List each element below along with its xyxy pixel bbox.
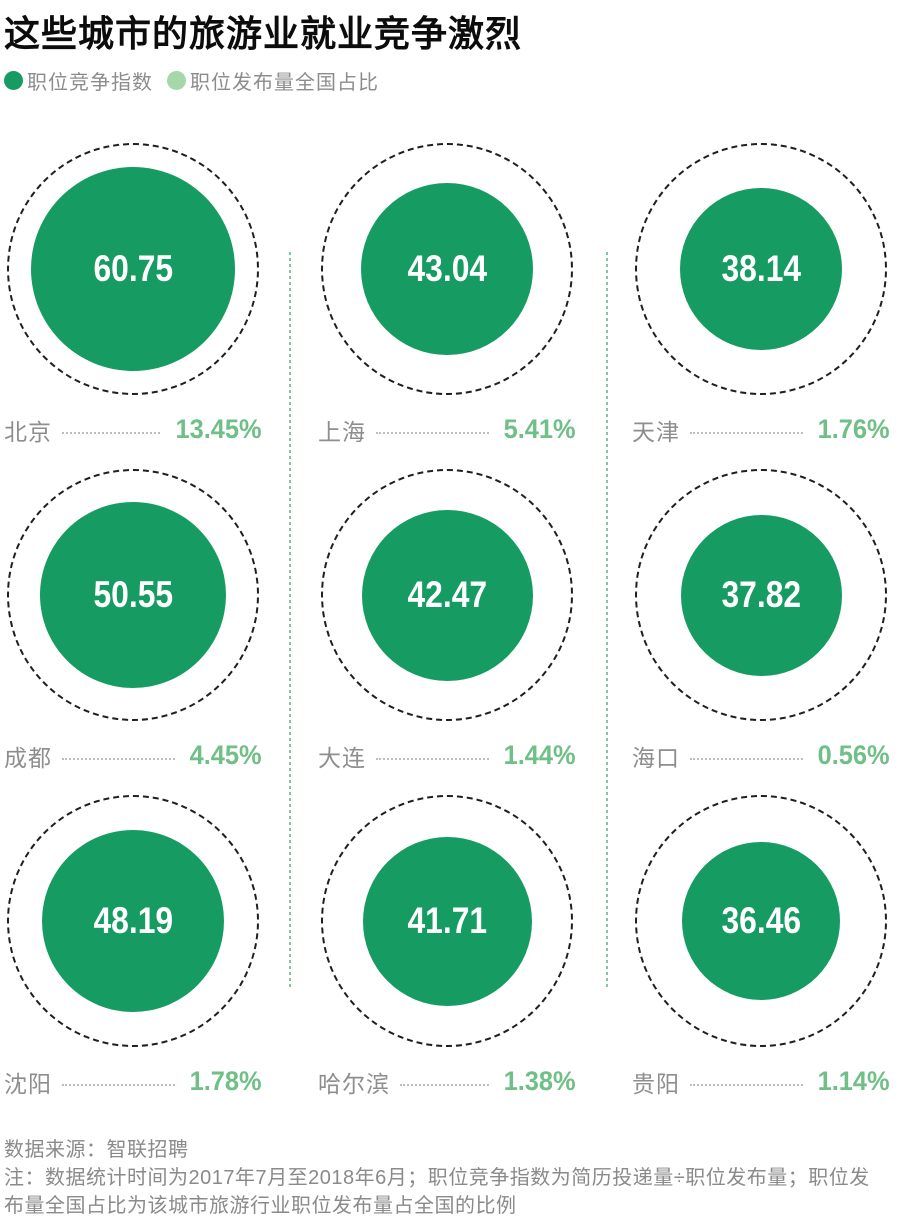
index-value: 36.46 — [721, 900, 801, 942]
city-label-row: 大连 1.44% — [318, 739, 576, 772]
leader-line — [400, 1083, 490, 1086]
city-name: 成都 — [4, 744, 52, 771]
share-value: 1.38% — [504, 1066, 576, 1097]
index-bubble: 43.04 — [361, 183, 533, 356]
index-bubble: 50.55 — [40, 502, 226, 689]
leader-line — [690, 757, 804, 760]
index-value: 38.14 — [721, 248, 801, 290]
city-name: 北京 — [4, 418, 52, 445]
dashed-ring — [7, 469, 259, 722]
leader-line — [690, 431, 804, 434]
city-label-row: 海口 0.56% — [632, 739, 890, 772]
city-name: 海口 — [632, 744, 680, 771]
index-bubble: 42.47 — [361, 509, 533, 681]
footer: 数据来源：智联招聘 注：数据统计时间为2017年7月至2018年6月；职位竞争指… — [0, 1136, 898, 1220]
legend: 职位竞争指数 职位发布量全国占比 — [4, 66, 890, 95]
index-value: 48.19 — [93, 900, 173, 942]
legend-dot-light-green-icon — [167, 71, 186, 91]
index-bubble: 41.71 — [362, 836, 532, 1006]
dashed-ring — [7, 795, 259, 1048]
city-label-row: 上海 5.41% — [318, 413, 576, 446]
city-label-row: 沈阳 1.78% — [4, 1065, 262, 1098]
legend-label-national-share: 职位发布量全国占比 — [190, 72, 379, 95]
index-value: 50.55 — [93, 574, 173, 616]
city-name: 上海 — [318, 418, 366, 445]
index-bubble: 38.14 — [680, 188, 842, 351]
leader-line — [376, 431, 490, 434]
city-cell-haikou: 37.82 海口 0.56% — [632, 467, 890, 772]
dashed-ring — [7, 143, 259, 396]
city-cell-dalian: 42.47 大连 1.44% — [318, 467, 576, 772]
bubble-zone: 42.47 — [318, 467, 576, 723]
leader-line — [62, 757, 176, 760]
bubble-zone: 37.82 — [632, 467, 890, 723]
index-value: 41.71 — [407, 900, 487, 942]
column-divider — [606, 252, 608, 988]
dashed-ring — [321, 795, 573, 1048]
bubble-grid: 60.75 北京 13.45% 43.04 上海 5.41% — [0, 141, 898, 1098]
city-label-row: 天津 1.76% — [632, 413, 890, 446]
bubble-zone: 41.71 — [318, 793, 576, 1049]
city-cell-harbin: 41.71 哈尔滨 1.38% — [318, 793, 576, 1098]
city-name: 天津 — [632, 418, 680, 445]
index-bubble: 36.46 — [682, 842, 840, 1001]
index-value: 42.47 — [407, 574, 487, 616]
city-cell-chengdu: 50.55 成都 4.45% — [4, 467, 262, 772]
dashed-ring — [321, 143, 573, 396]
header: 这些城市的旅游业就业竞争激烈 职位竞争指数 职位发布量全国占比 — [0, 0, 898, 95]
share-value: 1.44% — [504, 740, 576, 771]
city-cell-shanghai: 43.04 上海 5.41% — [318, 141, 576, 446]
city-label-row: 哈尔滨 1.38% — [318, 1065, 576, 1098]
bubble-zone: 38.14 — [632, 141, 890, 397]
bubble-zone: 50.55 — [4, 467, 262, 723]
index-bubble: 48.19 — [42, 830, 224, 1013]
leader-line — [376, 757, 490, 760]
share-value: 5.41% — [504, 414, 576, 445]
dashed-ring — [321, 469, 573, 722]
column-divider — [289, 252, 291, 988]
dashed-ring — [635, 795, 887, 1048]
share-value: 0.56% — [818, 740, 890, 771]
index-value: 60.75 — [93, 248, 173, 290]
index-value: 37.82 — [721, 574, 801, 616]
data-source: 数据来源：智联招聘 — [4, 1139, 189, 1162]
bubble-zone: 48.19 — [4, 793, 262, 1049]
city-name: 沈阳 — [4, 1070, 52, 1097]
city-name: 贵阳 — [632, 1070, 680, 1097]
city-name: 大连 — [318, 744, 366, 771]
city-name: 哈尔滨 — [318, 1070, 390, 1097]
share-value: 1.76% — [818, 414, 890, 445]
dashed-ring — [635, 469, 887, 722]
footnote: 注：数据统计时间为2017年7月至2018年6月；职位竞争指数为简历投递量÷职位… — [4, 1167, 870, 1218]
legend-item-national-share: 职位发布量全国占比 — [167, 66, 379, 95]
city-label-row: 北京 13.45% — [4, 413, 262, 446]
index-bubble: 37.82 — [680, 514, 842, 676]
chart-title: 这些城市的旅游业就业竞争激烈 — [4, 13, 523, 54]
leader-line — [62, 1083, 176, 1086]
city-cell-guiyang: 36.46 贵阳 1.14% — [632, 793, 890, 1098]
legend-item-competition-index: 职位竞争指数 — [4, 66, 153, 95]
share-value: 13.45% — [175, 414, 262, 445]
city-cell-shenyang: 48.19 沈阳 1.78% — [4, 793, 262, 1098]
legend-dot-dark-green-icon — [4, 71, 23, 91]
share-value: 1.14% — [818, 1066, 890, 1097]
bubble-zone: 60.75 — [4, 141, 262, 397]
city-cell-tianjin: 38.14 天津 1.76% — [632, 141, 890, 446]
leader-line — [62, 431, 161, 434]
city-cell-beijing: 60.75 北京 13.45% — [4, 141, 262, 446]
dashed-ring — [635, 143, 887, 396]
city-label-row: 成都 4.45% — [4, 739, 262, 772]
legend-label-competition-index: 职位竞争指数 — [27, 72, 153, 95]
bubble-zone: 43.04 — [318, 141, 576, 397]
index-value: 43.04 — [407, 248, 487, 290]
share-value: 4.45% — [190, 740, 262, 771]
share-value: 1.78% — [190, 1066, 262, 1097]
city-label-row: 贵阳 1.14% — [632, 1065, 890, 1098]
index-bubble: 60.75 — [31, 167, 235, 372]
bubble-zone: 36.46 — [632, 793, 890, 1049]
leader-line — [690, 1083, 804, 1086]
